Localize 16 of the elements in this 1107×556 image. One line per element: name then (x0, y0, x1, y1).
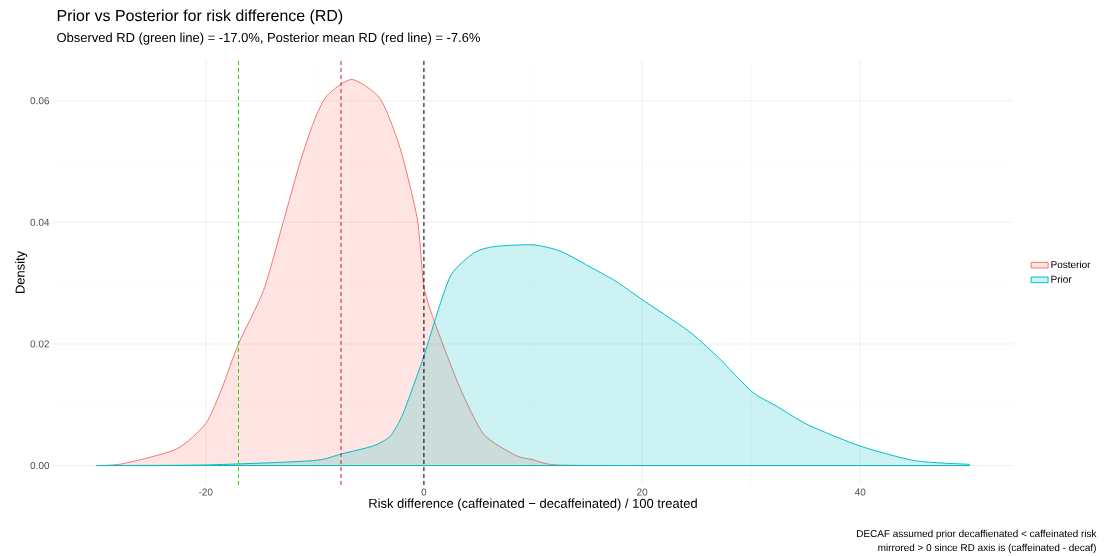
y-tick-label: 0.00 (30, 462, 50, 470)
y-axis-title: Density (15, 250, 28, 294)
x-tick-label: 40 (854, 488, 866, 496)
y-tick-label: 0.04 (30, 218, 50, 226)
chart-title: Prior vs Posterior for risk difference (RD) (57, 9, 343, 25)
x-tick-label: 0 (421, 488, 427, 496)
y-tick-label: 0.02 (30, 340, 49, 348)
text: DECAF assumed prior decaffienated < caffeinated risk (857, 529, 1097, 540)
text: mirrored > 0 since RD axis is (caffeinated - decaf) (878, 543, 1096, 554)
x-tick-label: 20 (637, 488, 648, 496)
x-tick-label: -20 (198, 488, 213, 496)
legend-label: Posterior (1051, 260, 1091, 269)
legend-label: Prior (1051, 275, 1072, 283)
y-tick-label: 0.06 (30, 97, 50, 105)
chart-subtitle: Observed RD (green line) = -17.0%, Posterior mean RD (red line) = -7.6% (57, 32, 480, 45)
x-axis-title: Risk difference (caffeinated − decaffeinated) / 100 treated (369, 498, 697, 511)
